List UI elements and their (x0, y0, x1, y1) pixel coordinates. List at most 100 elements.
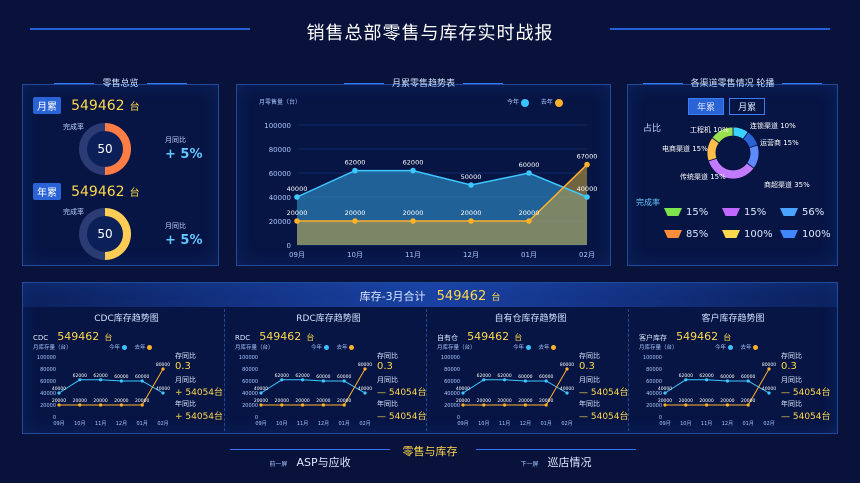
mom-value: — 54054台 (579, 388, 629, 398)
next-screen-value: 巡店情况 (547, 456, 592, 469)
data-label: 40000 (287, 185, 308, 193)
tab-month[interactable]: 月累 (729, 98, 766, 115)
y-tick-label: 80000 (269, 146, 291, 154)
inventory-panel-tag: 自有仓 (437, 334, 458, 342)
mini-data-point (565, 391, 569, 395)
mini-data-label: 60000 (518, 374, 532, 380)
series-area-1 (297, 164, 587, 245)
monthly-value: 549462 (71, 98, 125, 114)
mini-data-point (99, 378, 103, 382)
footer-center-label: 零售与库存 (402, 445, 458, 458)
mini-data-label: 20000 (254, 398, 268, 404)
inventory-panel-value: 549462 (259, 330, 302, 343)
mini-x-tick: 01月 (339, 421, 350, 427)
mini-y-tick: 40000 (40, 391, 56, 397)
x-tick-label: 09月 (289, 251, 305, 259)
mini-data-label: 40000 (560, 386, 574, 392)
trend-chart-title: 月累零售趋势表 (237, 76, 610, 89)
mini-data-label: 60000 (114, 374, 128, 380)
inventory-panel-1: RDC库存趋势图 RDC 549462 台 月库存量（台） 今年 去年 0 200… (231, 309, 427, 431)
trend-chart-ylabel: 月零售量（台） (259, 99, 302, 106)
prev-screen-button[interactable]: 前一屏 ASP与应收 (230, 449, 390, 471)
mini-legend-last: 去年 (134, 345, 146, 351)
data-point (294, 218, 300, 224)
data-point (584, 161, 590, 168)
yearly-rate-label: 完成率 (63, 208, 84, 216)
yoy-label: 年同比 (579, 400, 600, 408)
monthly-compare-value: + 5% (165, 147, 203, 162)
inventory-panel-unit: 台 (306, 333, 315, 342)
completion-item: 100% (722, 229, 780, 247)
mini-data-point (503, 378, 507, 382)
data-label: 50000 (461, 173, 482, 181)
mini-data-label: 62000 (93, 373, 107, 379)
mini-data-label: 62000 (477, 373, 491, 379)
stock-compare-value: 0.3 (579, 361, 595, 372)
data-label: 60000 (519, 161, 540, 169)
mini-series-line (260, 379, 366, 394)
mini-data-label: 20000 (456, 398, 470, 404)
completion-item: 100% (780, 229, 838, 247)
mini-data-point (140, 379, 144, 383)
mini-data-point (161, 391, 165, 395)
channel-donut-chart: 工程机 10% 连锁渠道 10% 运营商 15% 商超渠道 35% 传统渠道 15% 电商… (662, 121, 810, 189)
mini-data-label: 20000 (275, 398, 289, 404)
donut-label: 运营商 15% (760, 138, 799, 147)
inventory-panel-ylabel: 月库存量（台） (33, 345, 72, 351)
data-label: 67000 (577, 153, 598, 161)
mini-data-point (663, 391, 667, 395)
mini-data-point (544, 403, 548, 407)
mini-data-point (523, 403, 527, 407)
page-title: 销售总部零售与库存实时战报 (306, 23, 554, 44)
next-screen-button[interactable]: 下一屏 巡店情况 (476, 449, 636, 471)
mini-data-point (746, 379, 750, 383)
mini-data-point (746, 403, 750, 407)
mini-x-tick: 09月 (457, 421, 468, 427)
donut-label: 商超渠道 35% (764, 180, 810, 189)
mini-data-label: 62000 (699, 373, 713, 379)
tab-year[interactable]: 年累 (688, 98, 725, 115)
inventory-panel-legend: 今年 去年 (715, 343, 760, 351)
mini-y-tick: 0 (53, 415, 56, 421)
header-line-right (610, 28, 830, 30)
mini-data-label: 20000 (295, 398, 309, 404)
x-tick-label: 01月 (521, 251, 537, 259)
inventory-panel-value: 549462 (467, 330, 510, 343)
mini-data-label: 20000 (699, 398, 713, 404)
mini-data-point (503, 403, 507, 407)
completion-bar-icon (722, 208, 740, 216)
inventory-panel-legend: 今年 去年 (109, 343, 154, 351)
completion-item: 56% (780, 207, 838, 225)
mini-data-point (119, 379, 123, 383)
stock-compare-value: 0.3 (377, 361, 393, 372)
mini-data-label: 20000 (741, 398, 755, 404)
mini-series-line (664, 379, 770, 394)
data-point (526, 218, 532, 224)
y-tick-label: 100000 (264, 122, 291, 130)
mini-x-tick: 02月 (561, 421, 572, 427)
mom-value: — 54054台 (377, 388, 427, 398)
mom-value: + 54054台 (175, 388, 224, 398)
inventory-panel-title: 自有仓库存趋势图 (494, 314, 567, 324)
mini-data-label: 20000 (316, 398, 330, 404)
mini-data-point (565, 367, 569, 371)
mini-x-tick: 09月 (659, 421, 670, 427)
monthly-rate-value: 50 (87, 131, 123, 167)
completion-bar-icon (722, 230, 740, 238)
mini-legend-last: 去年 (336, 345, 348, 351)
monthly-label: 月累 (33, 97, 61, 114)
mini-data-label: 62000 (73, 373, 87, 379)
mini-series-line (59, 368, 164, 406)
inventory-panel-3: 客户库存趋势图 客户库存 549462 台 月库存量（台） 今年 去年 0 200… (635, 309, 831, 431)
yearly-completion-ring: 50 (79, 208, 131, 260)
monthly-unit: 台 (129, 102, 140, 113)
mini-data-point (725, 379, 729, 383)
mom-label: 月同比 (579, 376, 600, 384)
yoy-value: — 54054台 (377, 412, 427, 422)
inventory-panel-unit: 台 (104, 333, 113, 342)
mini-x-tick: 01月 (137, 421, 148, 427)
mini-data-point (363, 367, 367, 371)
data-label: 20000 (519, 209, 540, 217)
